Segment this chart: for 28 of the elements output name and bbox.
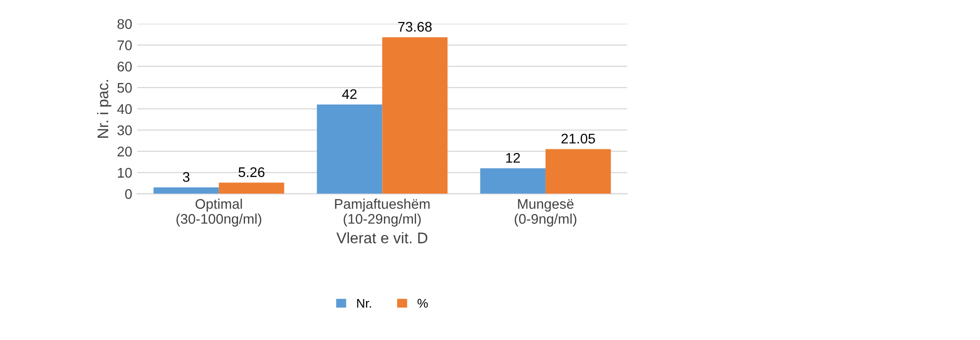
legend-label: %	[418, 298, 428, 308]
bar	[316, 104, 382, 194]
x-tick-label: Pamjaftueshëm (10-29ng/ml)	[335, 198, 430, 227]
y-tick-label: 0	[125, 189, 132, 199]
legend-label: Nr.	[357, 299, 371, 308]
y-tick-label: 30	[117, 125, 132, 136]
bar	[218, 182, 284, 194]
bar	[546, 149, 611, 194]
y-tick-label: 10	[118, 168, 132, 178]
bar	[382, 37, 448, 194]
y-tick-label: 20	[118, 146, 132, 156]
y-tick-label: 60	[118, 62, 132, 72]
y-tick-label: 50	[117, 82, 132, 93]
x-tick-label: Optimal (30-100ng/ml)	[176, 198, 262, 227]
y-tick-label: 70	[118, 40, 132, 50]
y-tick-label: 40	[117, 104, 132, 114]
data-label: 21.05	[562, 134, 595, 144]
y-axis-title: Nr. i pac.	[97, 80, 112, 138]
bar	[480, 168, 546, 194]
data-label: 42	[342, 89, 357, 99]
x-tick-label: Mungesë (0-9ng/ml)	[514, 199, 576, 227]
data-label: 73.68	[398, 22, 432, 32]
data-label: 5.26	[238, 167, 264, 178]
data-label: 12	[506, 152, 520, 163]
data-label: 3	[182, 172, 190, 182]
bar	[154, 187, 219, 194]
y-tick-label: 80	[117, 19, 132, 29]
x-axis-title: Vlerat e vit. D	[336, 232, 428, 244]
